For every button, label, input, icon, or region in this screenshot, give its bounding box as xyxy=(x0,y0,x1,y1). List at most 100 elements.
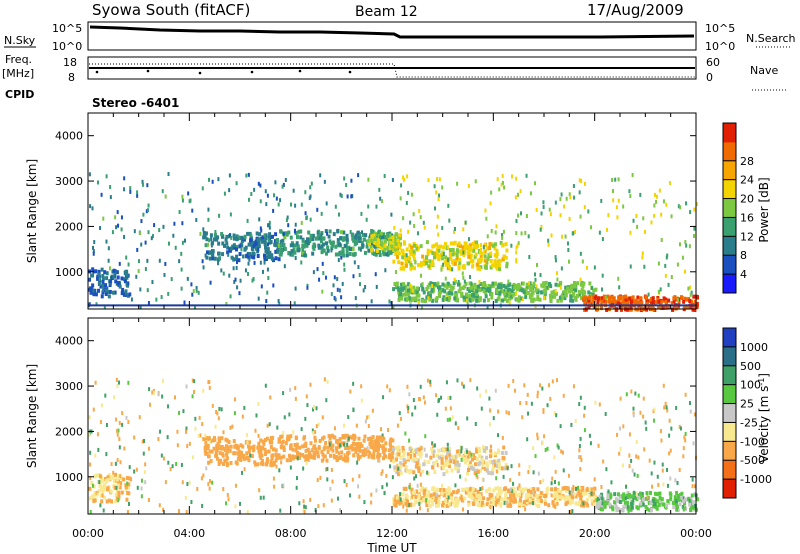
range-cell xyxy=(664,300,668,305)
range-cell xyxy=(515,231,518,236)
range-cell xyxy=(138,415,141,420)
range-cell xyxy=(306,283,309,288)
range-cell xyxy=(229,212,232,217)
range-cell xyxy=(228,273,231,278)
range-cell xyxy=(466,286,470,291)
range-cell xyxy=(201,422,204,427)
range-cell xyxy=(123,291,127,296)
range-cell xyxy=(357,246,361,251)
range-cell xyxy=(133,469,136,474)
range-cell xyxy=(345,253,349,258)
range-cell xyxy=(103,270,107,275)
range-cell xyxy=(378,443,382,448)
range-cell xyxy=(656,474,659,479)
range-cell xyxy=(139,287,142,292)
range-cell xyxy=(321,261,324,266)
range-cell xyxy=(678,502,682,507)
range-cell xyxy=(311,233,315,238)
range-cell xyxy=(408,470,412,475)
range-cell xyxy=(639,192,642,197)
range-cell xyxy=(298,501,301,506)
range-cell xyxy=(514,195,517,200)
range-cell xyxy=(466,301,469,306)
range-cell xyxy=(310,181,313,186)
range-cell xyxy=(620,306,624,311)
range-cell xyxy=(579,395,582,400)
range-cell xyxy=(257,433,260,438)
range-cell xyxy=(436,224,439,229)
range-cell xyxy=(416,262,420,267)
range-cell xyxy=(370,248,374,253)
range-cell xyxy=(539,499,543,504)
range-cell xyxy=(497,433,500,438)
range-cell xyxy=(259,226,262,231)
range-cell xyxy=(525,214,528,219)
range-cell xyxy=(664,263,667,268)
range-cell xyxy=(144,266,147,271)
range-cell xyxy=(476,475,479,480)
range-cell xyxy=(651,499,655,504)
range-cell xyxy=(397,243,401,248)
range-cell xyxy=(675,499,679,504)
y-tick-label: 4000 xyxy=(55,130,83,143)
range-cell xyxy=(515,176,518,181)
range-cell xyxy=(268,250,272,255)
range-cell xyxy=(180,267,183,272)
range-cell xyxy=(143,438,146,443)
range-cell xyxy=(578,190,581,195)
range-cell xyxy=(295,476,298,481)
range-cell xyxy=(361,243,365,248)
range-cell xyxy=(606,491,610,496)
range-cell xyxy=(415,246,418,251)
range-cell xyxy=(309,217,312,222)
range-cell xyxy=(590,285,593,290)
range-cell xyxy=(302,466,305,471)
range-cell xyxy=(397,466,400,471)
range-cell xyxy=(115,225,118,230)
range-cell xyxy=(245,173,248,178)
range-cell xyxy=(160,295,163,300)
range-cell xyxy=(501,233,504,238)
range-cell xyxy=(688,298,692,303)
range-cell xyxy=(494,298,498,303)
range-cell xyxy=(238,451,242,456)
range-cell xyxy=(575,486,578,491)
range-cell xyxy=(463,451,467,456)
range-cell xyxy=(415,286,419,291)
range-cell xyxy=(369,245,373,250)
range-cell xyxy=(198,415,201,420)
range-cell xyxy=(380,471,383,476)
range-cell xyxy=(567,248,570,253)
range-cell xyxy=(689,285,692,290)
range-cell xyxy=(351,441,355,446)
range-cell xyxy=(421,298,425,303)
range-cell xyxy=(644,496,648,501)
range-cell xyxy=(325,241,329,246)
range-cell xyxy=(471,452,475,457)
range-cell xyxy=(353,260,356,265)
range-cell xyxy=(374,446,378,451)
range-cell xyxy=(693,299,697,304)
range-cell xyxy=(104,291,108,296)
range-cell xyxy=(490,263,494,268)
range-cell xyxy=(142,451,145,456)
range-cell xyxy=(655,199,658,204)
range-cell xyxy=(509,503,513,508)
range-cell xyxy=(653,460,656,465)
range-cell xyxy=(119,460,122,465)
range-cell xyxy=(100,192,103,197)
range-cell xyxy=(460,446,463,451)
range-cell xyxy=(323,377,326,382)
range-cell xyxy=(351,447,355,452)
range-cell xyxy=(387,427,390,432)
range-cell xyxy=(477,447,481,452)
range-cell xyxy=(242,254,245,259)
range-cell xyxy=(186,482,189,487)
range-cell xyxy=(459,249,463,254)
range-cell xyxy=(195,288,198,293)
range-cell xyxy=(482,496,486,501)
range-cell xyxy=(283,235,287,240)
range-cell xyxy=(490,190,493,195)
range-cell xyxy=(260,453,264,458)
range-cell xyxy=(218,213,221,218)
